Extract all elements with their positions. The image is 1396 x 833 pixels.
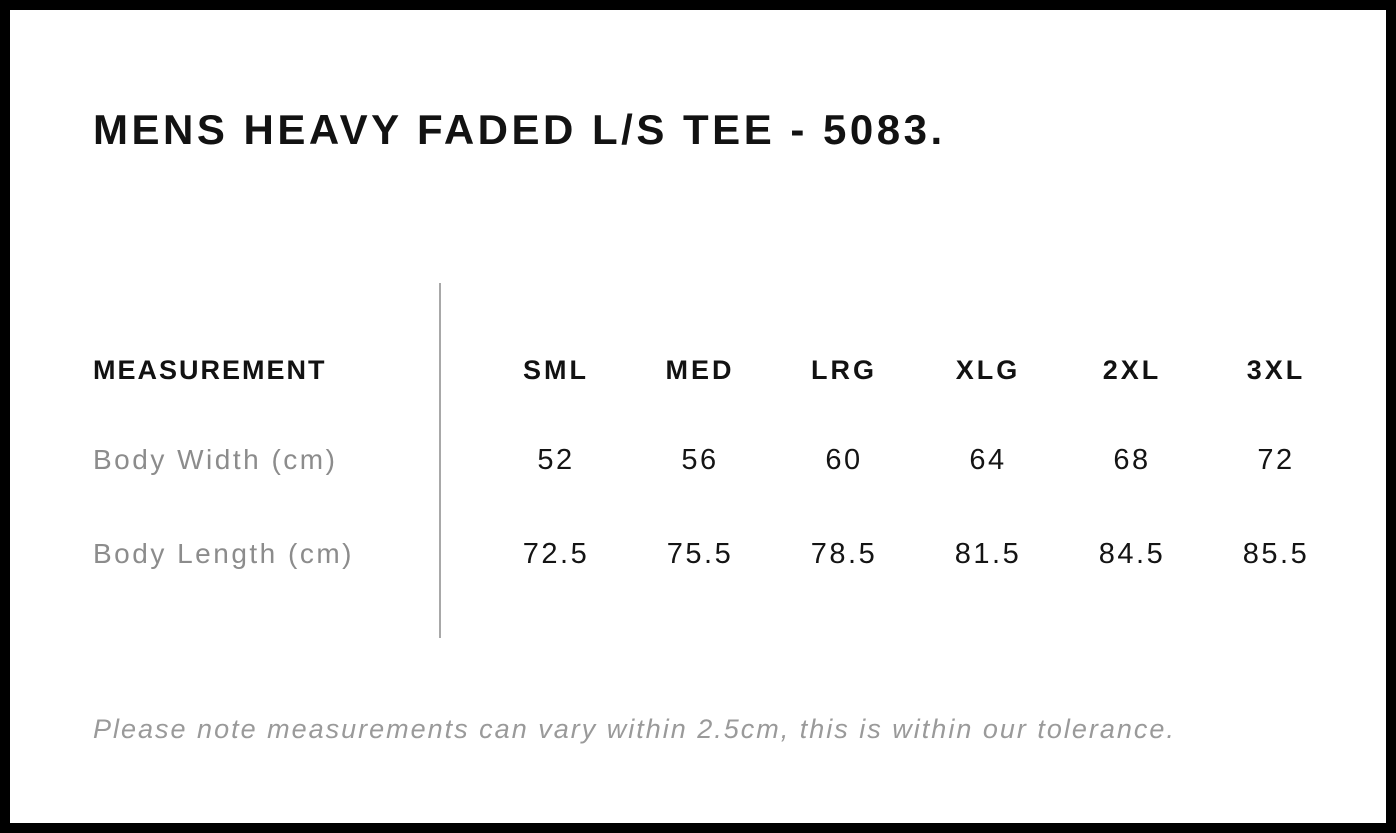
row-label-body-length: Body Length (cm) (93, 538, 354, 569)
body-width-3xl: 72 (1257, 443, 1295, 476)
body-width-lrg: 60 (825, 443, 863, 476)
tolerance-note: Please note measurements can vary within… (93, 714, 1176, 744)
body-length-lrg: 78.5 (810, 537, 878, 570)
column-header-2xl: 2XL (1102, 354, 1162, 385)
column-header-3xl: 3XL (1246, 354, 1306, 385)
column-header-med: MED (665, 354, 735, 385)
table-header-row: MEASUREMENT SML MED LRG XLG 2XL 3XL (93, 348, 1353, 392)
column-header-lrg: LRG (811, 354, 877, 385)
body-length-sml: 72.5 (522, 537, 590, 570)
body-length-3xl: 85.5 (1242, 537, 1310, 570)
page-title: MENS HEAVY FADED L/S TEE - 5083. (93, 106, 946, 153)
row-label-body-width: Body Width (cm) (93, 444, 338, 475)
body-width-2xl: 68 (1113, 443, 1151, 476)
table-row-body-length: Body Length (cm) 72.5 75.5 78.5 81.5 84.… (93, 532, 1353, 576)
body-length-xlg: 81.5 (954, 537, 1022, 570)
column-header-measurement: MEASUREMENT (93, 354, 327, 385)
body-width-med: 56 (681, 443, 719, 476)
body-length-2xl: 84.5 (1098, 537, 1166, 570)
column-header-xlg: XLG (955, 354, 1021, 385)
column-header-sml: SML (523, 354, 589, 385)
body-width-xlg: 64 (969, 443, 1007, 476)
body-width-sml: 52 (537, 443, 575, 476)
table-row-body-width: Body Width (cm) 52 56 60 64 68 72 (93, 438, 1353, 482)
body-length-med: 75.5 (666, 537, 734, 570)
table-divider-line (439, 283, 441, 638)
